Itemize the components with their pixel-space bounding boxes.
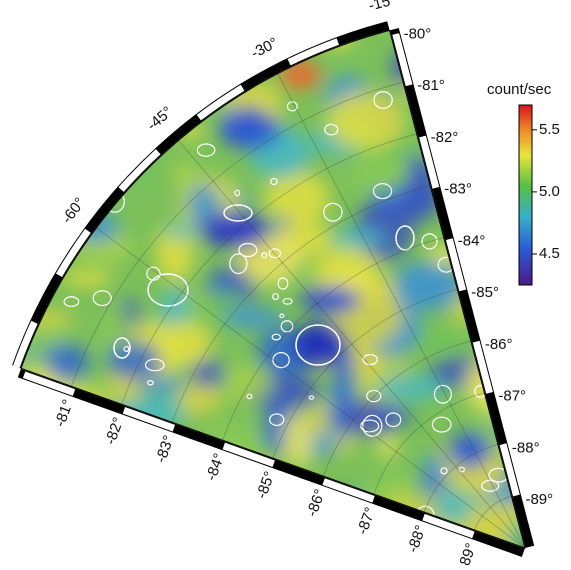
contour xyxy=(126,97,146,111)
latitude-label: -82° xyxy=(102,415,127,447)
field-patch xyxy=(485,3,513,38)
field-patch xyxy=(186,34,227,92)
field-patch xyxy=(191,360,226,388)
field-patch xyxy=(444,148,505,185)
contour xyxy=(59,499,67,507)
field-patch xyxy=(300,286,360,314)
field-patch xyxy=(423,454,446,481)
contour xyxy=(213,492,230,506)
contour xyxy=(120,105,130,113)
contour xyxy=(477,164,488,175)
field-patch xyxy=(139,377,187,393)
field-patch xyxy=(10,533,42,565)
longitude-label: -60° xyxy=(58,195,88,227)
latitude-label: -84° xyxy=(458,232,486,249)
latitude-label: -87° xyxy=(354,505,379,537)
neutron-map xyxy=(0,0,571,565)
colorbar-tick-label: 4.5 xyxy=(539,245,560,262)
field-patch xyxy=(303,525,341,542)
field-patch xyxy=(492,40,527,64)
field-patch xyxy=(378,436,399,457)
field-patch xyxy=(18,113,86,176)
contour xyxy=(273,530,289,542)
field-patch xyxy=(1,504,38,530)
field-patch xyxy=(165,223,197,239)
field-patch xyxy=(264,172,329,224)
field-patch xyxy=(448,432,492,468)
field-patch xyxy=(62,270,112,287)
contour xyxy=(48,436,54,441)
contour xyxy=(52,196,64,207)
latitude-label: -84° xyxy=(203,451,228,483)
field-patch xyxy=(5,87,70,139)
colorbar-scale xyxy=(519,105,532,285)
contour xyxy=(128,117,145,131)
field-patch xyxy=(68,74,112,92)
field-patch xyxy=(200,212,270,248)
latitude-label: -83° xyxy=(152,433,177,465)
field-patch xyxy=(282,412,313,467)
colorbar-tick-label: 5.5 xyxy=(539,121,560,138)
contour xyxy=(265,522,282,539)
field-patch xyxy=(142,529,222,565)
field-patch xyxy=(90,117,117,149)
field-patch xyxy=(96,441,136,505)
longitude-label: -30° xyxy=(248,34,280,62)
latitude-label: -87° xyxy=(498,388,526,405)
field-patch xyxy=(5,406,61,457)
field-patch xyxy=(223,307,283,328)
field-patch xyxy=(27,83,52,104)
latitude-label: -80° xyxy=(404,25,432,42)
contour xyxy=(41,515,53,529)
contour xyxy=(103,522,121,537)
field-patch xyxy=(75,449,135,504)
colorbar: count/sec 5.5 5.0 4.5 xyxy=(487,81,560,285)
latitude-label: -89° xyxy=(455,541,480,565)
contour xyxy=(38,109,56,127)
longitude-label: -15° xyxy=(367,0,398,15)
latitude-label: -85° xyxy=(253,469,278,501)
latitude-label: -83° xyxy=(444,181,472,198)
field-patch xyxy=(348,158,411,190)
field-patch xyxy=(41,41,92,63)
field-patch xyxy=(328,229,386,248)
latitude-label: -88° xyxy=(512,439,540,456)
field-patch xyxy=(21,460,48,488)
field-patch xyxy=(0,13,45,33)
field-patch xyxy=(215,46,253,80)
contour xyxy=(434,110,445,122)
colorbar-title: count/sec xyxy=(487,81,552,98)
field-patch xyxy=(468,117,527,139)
latitude-label: -81° xyxy=(417,77,445,94)
field-patch xyxy=(204,483,258,516)
latitude-label: -86° xyxy=(485,336,513,353)
latitude-label: -81° xyxy=(51,397,76,429)
latitude-label: -82° xyxy=(431,129,459,146)
latitude-label: -85° xyxy=(471,284,499,301)
field-patch xyxy=(200,9,244,45)
contour xyxy=(498,357,509,368)
longitude-label: -80° xyxy=(0,343,7,375)
latitude-label: -86° xyxy=(303,487,328,519)
map-figure: -15° -30° -45° -60° -80° -80° -81° -82° -83° -84°… xyxy=(0,0,571,565)
field-patch xyxy=(90,39,126,86)
field-patch xyxy=(220,114,280,146)
colorbar-tick-label: 5.0 xyxy=(539,183,560,200)
contour xyxy=(49,133,59,140)
field-patch xyxy=(12,0,82,50)
field-patch xyxy=(258,539,283,565)
field-patch xyxy=(374,375,446,400)
field-patch xyxy=(45,344,89,382)
latitude-label: -89° xyxy=(525,491,553,508)
field-patch xyxy=(370,523,437,549)
field-patch xyxy=(160,547,182,565)
longitude-label: -45° xyxy=(144,103,176,134)
field-patch xyxy=(438,157,476,179)
field-patch xyxy=(173,160,197,194)
latitude-label: -88° xyxy=(404,523,429,555)
field-patch xyxy=(116,472,188,521)
field-patch xyxy=(74,84,97,123)
contour xyxy=(498,216,509,223)
